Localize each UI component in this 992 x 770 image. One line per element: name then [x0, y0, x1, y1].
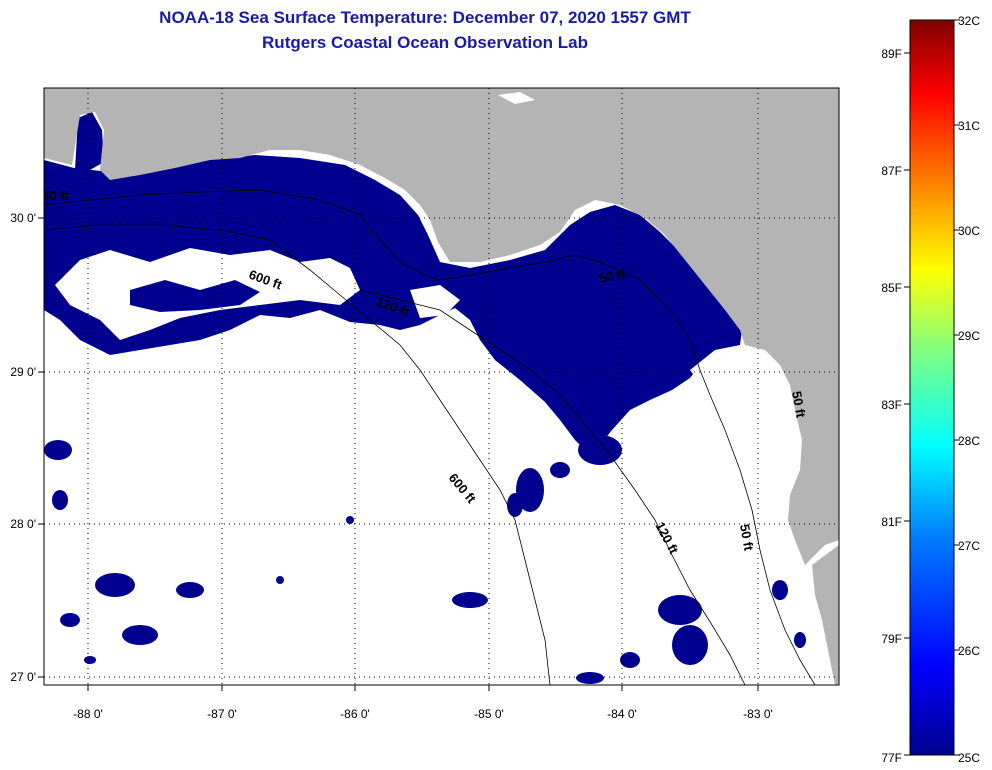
lon-label: -84 0' — [607, 707, 637, 721]
island — [498, 92, 535, 104]
colorbar-fahrenheit-label: 77F — [881, 751, 902, 765]
land-north — [44, 88, 839, 565]
colorbar-fahrenheit-label: 81F — [881, 515, 902, 529]
lat-label: 27 0' — [10, 670, 36, 684]
sst-water-bay — [75, 112, 104, 170]
colorbar-fahrenheit-label: 83F — [881, 398, 902, 412]
sst-scattered-pixels — [44, 435, 806, 684]
map-title: NOAA-18 Sea Surface Temperature: Decembe… — [159, 8, 691, 27]
land-south-strip — [812, 545, 839, 685]
colorbar-celsius-label: 26C — [958, 644, 980, 658]
colorbar-celsius-label: 30C — [958, 224, 980, 238]
colorbar — [909, 19, 955, 756]
lon-label: -83 0' — [743, 707, 773, 721]
cloud-patch — [130, 280, 260, 312]
colorbar-celsius-label: 27C — [958, 539, 980, 553]
colorbar-fahrenheit-label: 87F — [881, 164, 902, 178]
lat-label: 28 0' — [10, 517, 36, 531]
plot-frame — [43, 87, 840, 686]
map-subtitle: Rutgers Coastal Ocean Observation Lab — [262, 33, 588, 52]
cloud-patch — [410, 285, 460, 318]
colorbar-celsius-label: 29C — [958, 329, 980, 343]
axis-ticks — [38, 217, 759, 691]
colorbar-fahrenheit-label: 79F — [881, 632, 902, 646]
lon-label: -85 0' — [474, 707, 504, 721]
lat-label: 30 0' — [10, 211, 36, 225]
colorbar-fahrenheit-label: 89F — [881, 47, 902, 61]
colorbar-celsius-label: 28C — [958, 434, 980, 448]
lat-label: 29 0' — [10, 365, 36, 379]
colorbar-celsius-label: 31C — [958, 119, 980, 133]
colorbar-ticks — [904, 19, 960, 756]
colorbar-fahrenheit-label: 85F — [881, 281, 902, 295]
contour-label: 50 ft — [598, 266, 628, 286]
bathymetry-contours — [44, 189, 816, 685]
lon-label: -88 0' — [73, 707, 103, 721]
colorbar-celsius-label: 32C — [958, 14, 980, 28]
contour-label: 50 ft — [737, 523, 757, 553]
colorbar-celsius-label: 25C — [958, 751, 980, 765]
lon-label: -87 0' — [207, 707, 237, 721]
lon-label: -86 0' — [340, 707, 370, 721]
contour-label: 60 ft — [42, 188, 69, 203]
contour-label: 50 ft — [789, 390, 809, 420]
